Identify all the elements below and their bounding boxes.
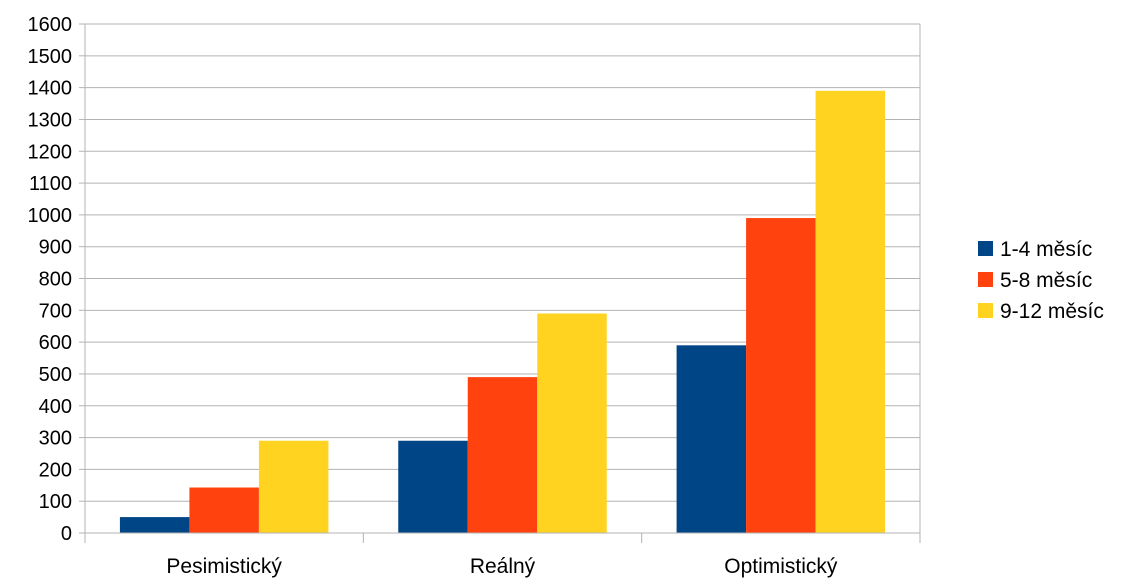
- y-tick-label: 1500: [28, 46, 73, 68]
- legend: 1-4 měsíc 5-8 měsíc 9-12 měsíc: [978, 238, 1104, 323]
- bar-2-3: [746, 218, 816, 533]
- bar-3-2: [537, 313, 607, 533]
- legend-label: 5-8 měsíc: [1000, 269, 1092, 292]
- y-tick-label: 1300: [28, 109, 73, 131]
- y-tick-label: 1200: [28, 141, 73, 163]
- x-category-label: Optimistický: [724, 555, 838, 578]
- x-category-label: Reálný: [470, 555, 536, 578]
- gridlines: [85, 23, 920, 502]
- y-tick-label: 1100: [29, 173, 72, 195]
- bar-1-3: [676, 345, 747, 533]
- legend-swatch: [978, 303, 993, 318]
- bar-3-3: [815, 90, 886, 534]
- y-tick-label: 500: [39, 364, 72, 386]
- y-tick-label: 200: [39, 459, 72, 481]
- y-tick-label: 800: [39, 269, 72, 291]
- legend-label: 1-4 měsíc: [1000, 238, 1092, 261]
- bar-1-1: [119, 517, 190, 533]
- legend-swatch: [978, 241, 993, 256]
- bar-2-1: [189, 487, 259, 533]
- y-tick-label: 900: [39, 237, 72, 259]
- bar-3-1: [258, 440, 329, 533]
- x-category-label: Pesimistický: [166, 555, 282, 578]
- y-tick-label: 700: [39, 300, 72, 322]
- y-tick-label: 600: [39, 332, 72, 354]
- bar-2-2: [467, 377, 538, 533]
- bar-1-2: [398, 440, 468, 533]
- axes: 0 100 200 300 400 500 600 700 800 900 1000 1100 1200…: [28, 14, 921, 578]
- y-tick-label: 100: [39, 491, 72, 513]
- bars: [119, 90, 886, 534]
- y-tick-label: 400: [39, 396, 72, 418]
- legend-swatch: [978, 272, 993, 287]
- y-tick-label: 0: [61, 523, 72, 545]
- y-tick-label: 1400: [28, 78, 73, 100]
- y-tick-label: 1000: [28, 205, 73, 227]
- y-tick-label: 300: [39, 428, 72, 450]
- y-tick-label: 1600: [28, 14, 73, 36]
- legend-label: 9-12 měsíc: [1000, 300, 1104, 323]
